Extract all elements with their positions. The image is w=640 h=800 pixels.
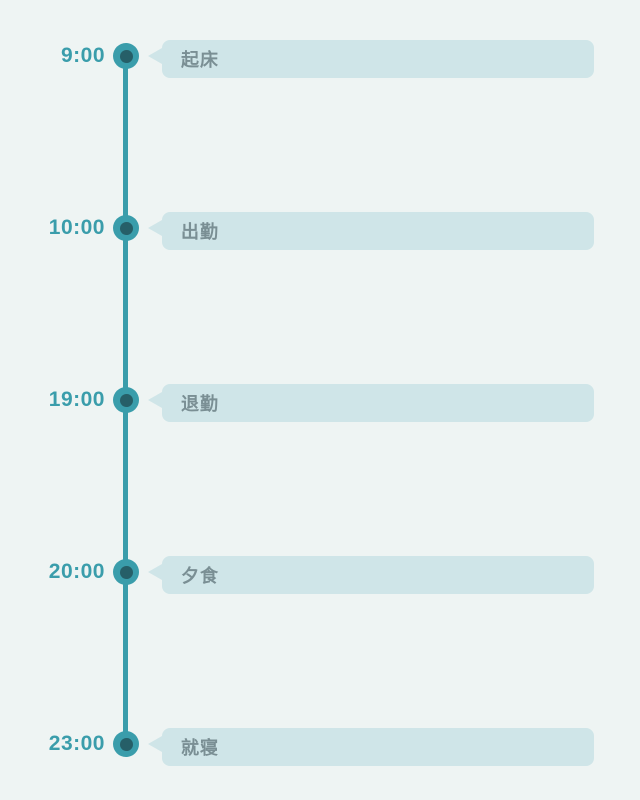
event-bubble: 夕食 xyxy=(148,556,594,594)
bubble-arrow-icon xyxy=(148,564,162,580)
bubble-arrow-icon xyxy=(148,48,162,64)
event-label: 退勤 xyxy=(181,394,219,414)
timeline-dot-icon xyxy=(113,215,139,241)
event-bubble: 就寝 xyxy=(148,728,594,766)
event-time: 9:00 xyxy=(60,44,105,67)
timeline-dot-icon xyxy=(113,387,139,413)
event-label: 出勤 xyxy=(181,222,219,242)
timeline-dot-icon xyxy=(113,559,139,585)
event-label: 就寝 xyxy=(181,738,219,758)
timeline-dot-inner xyxy=(119,737,133,751)
event-time: 23:00 xyxy=(48,732,105,755)
timeline-dot-icon xyxy=(113,731,139,757)
event-time: 10:00 xyxy=(48,216,105,239)
event-time: 19:00 xyxy=(48,388,105,411)
timeline-dot-icon xyxy=(113,43,139,69)
timeline-dot-inner xyxy=(119,393,133,407)
bubble-arrow-icon xyxy=(148,392,162,408)
bubble-arrow-icon xyxy=(148,220,162,236)
event-label: 起床 xyxy=(181,50,219,70)
event-bubble: 起床 xyxy=(148,40,594,78)
timeline-dot-inner xyxy=(119,221,133,235)
event-bubble: 出勤 xyxy=(148,212,594,250)
bubble-arrow-icon xyxy=(148,736,162,752)
event-time: 20:00 xyxy=(48,560,105,583)
event-label: 夕食 xyxy=(181,566,219,586)
event-bubble: 退勤 xyxy=(148,384,594,422)
timeline-dot-inner xyxy=(119,49,133,63)
timeline-dot-inner xyxy=(119,565,133,579)
